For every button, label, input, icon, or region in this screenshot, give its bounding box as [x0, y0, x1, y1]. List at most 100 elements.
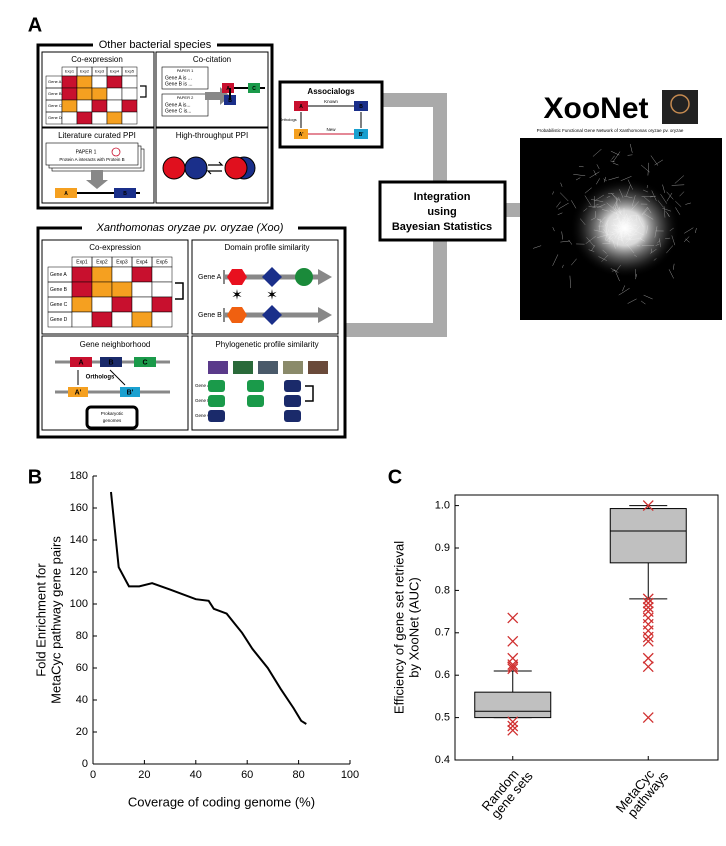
logo-title: XooNet	[544, 92, 649, 125]
column-label: Exp4	[136, 259, 148, 265]
network-edge	[668, 269, 674, 279]
y-tick-label: 180	[70, 470, 88, 482]
gene-label: A	[78, 359, 83, 366]
connector	[109, 369, 126, 386]
organism-image	[208, 361, 228, 374]
grid-cell	[106, 87, 123, 101]
y-tick-label: 20	[76, 726, 88, 738]
gene-label: B	[228, 98, 232, 104]
network-edge	[650, 155, 659, 166]
profile-cell	[284, 380, 301, 392]
gene	[354, 101, 368, 111]
grid-cell	[151, 296, 173, 313]
organism-image	[258, 361, 278, 374]
organism-image	[233, 361, 253, 374]
gene	[70, 357, 92, 367]
network-edge	[629, 143, 633, 153]
y-tick-label: 60	[76, 662, 88, 674]
gene-label: B	[359, 104, 363, 110]
column-label: Exp1	[76, 259, 88, 265]
network-edge	[612, 162, 619, 166]
organism-image	[283, 361, 303, 374]
network-edge	[675, 200, 682, 207]
grid-cell	[111, 311, 133, 328]
network-edge	[610, 150, 620, 156]
panel-label: A	[28, 14, 42, 36]
section-title: Xanthomonas oryzae pv. oryzae (Xoo)	[96, 222, 284, 234]
network-edge	[666, 191, 674, 200]
row-label: Gene A	[48, 79, 62, 84]
y-tick-label: 0	[82, 758, 88, 770]
annotation: Orthologs	[86, 375, 115, 381]
x-tick-label: 20	[138, 769, 150, 781]
panel-title: Co-citation	[193, 55, 231, 64]
network-edge	[573, 174, 586, 177]
grid-cell	[151, 281, 173, 298]
row-label: Gene B	[50, 287, 68, 293]
domain	[262, 305, 282, 325]
paper-title: PAPER 2	[177, 95, 194, 100]
logo-subtitle: Probabilistic Functional Gene Network of…	[537, 128, 684, 133]
y-tick-label: 40	[76, 694, 88, 706]
network-edge	[561, 231, 563, 240]
network-edge	[618, 288, 630, 296]
row-label: Gene C	[48, 103, 62, 108]
grid-cell	[111, 266, 133, 283]
arrow	[175, 282, 184, 300]
grid-cell	[71, 266, 93, 283]
gene-label: Gene B	[195, 398, 210, 403]
plot-frame	[454, 494, 719, 761]
y-axis-label: MetaCyc pathway gene pairs	[48, 536, 63, 704]
arrow	[305, 385, 314, 402]
network-edge	[592, 149, 602, 157]
gene	[248, 83, 260, 93]
y-axis-label: Efficiency of gene set retrieval	[391, 541, 406, 714]
grid-cell	[61, 87, 78, 101]
annotation: genomes	[103, 418, 122, 423]
gene	[55, 188, 77, 198]
annotation: New	[326, 127, 336, 132]
grid-cell	[121, 111, 138, 125]
gene-label: Gene A	[198, 274, 222, 281]
box	[41, 51, 155, 128]
network-edge	[611, 155, 615, 160]
y-tick-label: 0.4	[435, 754, 450, 766]
grid-cell	[121, 75, 138, 89]
paper	[161, 93, 209, 117]
network-edge	[589, 171, 600, 179]
grid-cell	[91, 266, 113, 283]
grid-cell	[106, 111, 123, 125]
network-edge	[612, 151, 621, 163]
network-edge	[556, 201, 561, 208]
gene-label: A	[64, 191, 68, 197]
box	[474, 691, 552, 719]
grid-cell	[131, 281, 153, 298]
network-edge	[593, 170, 597, 176]
box	[41, 335, 189, 431]
y-tick-label: 0.6	[435, 669, 450, 681]
gene-label: A'	[299, 132, 304, 138]
gene-label: B'	[359, 132, 364, 138]
network-edge	[552, 254, 559, 266]
box	[378, 180, 507, 242]
arrow	[318, 307, 332, 323]
y-tick-label: 140	[70, 534, 88, 546]
box-title: Associalogs	[307, 87, 355, 96]
network-edge	[562, 264, 564, 268]
profile-cell	[284, 395, 301, 407]
domain	[262, 267, 282, 287]
grid-cell	[76, 75, 93, 89]
grid-cell	[121, 99, 138, 113]
grid-cell	[91, 296, 113, 313]
panel-title: Literature curated PPI	[58, 131, 136, 140]
grid-cell	[76, 111, 93, 125]
column-label: Exp2	[96, 259, 108, 265]
y-tick-label: 0.7	[435, 627, 450, 639]
column-label: Exp4	[110, 69, 120, 74]
outlier	[507, 663, 519, 675]
network-edge	[603, 176, 606, 183]
arrow	[318, 269, 332, 285]
grid-cell	[91, 99, 108, 113]
protein	[224, 156, 248, 180]
grid-cell	[111, 281, 133, 298]
